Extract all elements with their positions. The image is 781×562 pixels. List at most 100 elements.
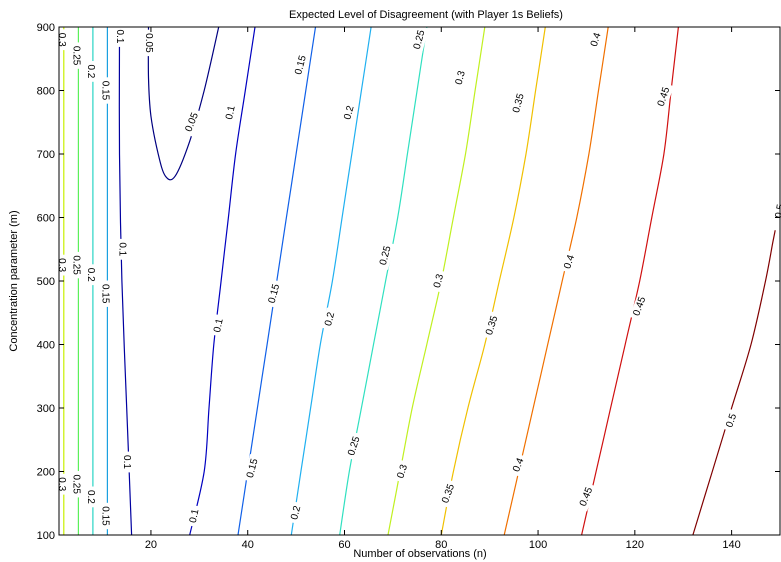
contour-label-text: 0.25 (378, 244, 394, 266)
contour-label-text: 0.5 (724, 412, 739, 429)
contour-label: 0.35 (482, 311, 502, 340)
contour-label: 0.25 (410, 25, 429, 55)
contour-label: 0.45 (654, 82, 674, 112)
contour-label-bg (222, 101, 239, 125)
contour-label-text: 0.3 (56, 33, 67, 47)
contour-label-text: 0.1 (121, 455, 132, 469)
chart-title: Expected Level of Disagreement (with Pla… (289, 9, 563, 21)
contour-label-bg (287, 501, 305, 525)
contour-label-bg (438, 479, 459, 509)
plot-area: 0.30.250.20.150.1 0.050.05 0.10.150.20.250… (55, 25, 781, 535)
contour-label-text: 0.3 (395, 463, 410, 480)
contour-label-text: 0.05 (143, 33, 154, 53)
contour-label-text: 0.15 (99, 284, 110, 304)
contour-label: 0.3 (393, 459, 412, 484)
contour-label: 0.15 (99, 502, 111, 530)
contour-label-bg (722, 408, 741, 433)
contour-label: 0.1 (113, 26, 126, 47)
contour-label: 0.3 (452, 66, 470, 90)
x-tick-label: 80 (435, 539, 447, 551)
contour-label-bg (142, 29, 155, 57)
contour-label-bg (344, 431, 364, 461)
contour-label: 0.2 (84, 264, 97, 286)
contour-label-bg (340, 101, 358, 125)
contour-line-0_2 (290, 27, 372, 535)
contour-label: 0.25 (376, 241, 395, 270)
contour-line-0_4 (503, 27, 609, 535)
contour-label-text: 0.35 (511, 92, 527, 114)
contour-label-text: 0.2 (85, 490, 96, 504)
contour-label-bg (654, 82, 674, 112)
contour-label-text: 0.1 (212, 317, 226, 333)
contour-label-text: 0.15 (245, 457, 261, 479)
contour-label-bg (291, 50, 311, 80)
x-tick-label: 40 (242, 539, 254, 551)
contour-label-bg (99, 77, 111, 104)
contour-label-bg (393, 459, 412, 484)
contour-label-bg (99, 502, 111, 530)
contour-label-text: 0.5 (774, 203, 781, 219)
contour-label: 0.3 (55, 29, 68, 51)
contour-label-bg (430, 269, 448, 293)
contour-label-bg (376, 241, 395, 270)
contour-label-text: 0.3 (56, 477, 67, 491)
contour-label-text: 0.15 (293, 54, 309, 76)
contour-label: 0.1 (210, 314, 227, 337)
contour-label-text: 0.4 (562, 253, 577, 270)
contour-label-text: 0.1 (114, 30, 125, 44)
contour-label: 0.4 (560, 250, 579, 274)
contour-label-bg (509, 88, 528, 118)
contour-label-bg (115, 238, 128, 260)
contour-label-bg (69, 42, 82, 69)
contour-label: 0.3 (55, 254, 68, 276)
contour-label-bg (69, 471, 82, 498)
contour-label: 0.25 (69, 471, 82, 498)
x-axis-label: Number of observations (n) (353, 548, 486, 560)
contour-label: 0.2 (287, 501, 305, 525)
contour-label: 0.25 (69, 251, 82, 279)
contour-label-text: 0.1 (224, 104, 238, 120)
contour-label: 0.1 (222, 101, 239, 125)
y-axis-label: Concentration parameter (m) (8, 210, 20, 351)
contour-label-bg (69, 251, 82, 279)
contour-label: 0.2 (321, 307, 339, 331)
y-tick-label: 600 (37, 213, 55, 225)
contour-label-text: 0.3 (432, 272, 446, 289)
contour-label-text: 0.3 (56, 258, 67, 272)
contour-label-text: 0.2 (342, 104, 356, 121)
contour-label: 0.15 (291, 50, 311, 80)
contour-label: 0.15 (265, 279, 284, 309)
contour-label-bg (452, 66, 470, 90)
x-tick-label: 20 (145, 539, 157, 551)
x-tick-label: 100 (529, 539, 547, 551)
contour-label-bg (181, 107, 203, 137)
contour-line-0_35 (440, 27, 546, 535)
contour-label: 0.35 (438, 479, 459, 509)
contour-label-text: 0.15 (99, 506, 110, 526)
contour-label: 0.15 (243, 453, 262, 483)
contour-label-bg (210, 314, 227, 337)
x-tick-label: 140 (722, 539, 740, 551)
contour-line-0_5 (692, 230, 776, 535)
contour-label-bg (560, 250, 579, 274)
contour-label: 0.05 (181, 107, 203, 137)
contour-label: 0.05 (142, 29, 155, 57)
x-tick-label: 60 (338, 539, 350, 551)
contour-label-bg (84, 61, 97, 82)
contour-label-bg (55, 473, 68, 495)
contour-label-bg (587, 27, 606, 52)
contour-label: 0.45 (629, 291, 650, 321)
contour-label-bg (120, 451, 133, 473)
contour-label-bg (575, 482, 597, 512)
y-tick-label: 200 (37, 467, 55, 479)
contour-line-0_1 (189, 27, 256, 535)
contour-label-text: 0.2 (85, 64, 96, 78)
x-tick-label: 120 (626, 539, 644, 551)
contour-label-bg (265, 279, 284, 309)
y-tick-label: 800 (37, 86, 55, 98)
contour-label: 0.4 (587, 27, 606, 52)
y-tick-label: 100 (37, 530, 55, 542)
contour-label: 0.3 (55, 473, 68, 495)
contour-label: 0.3 (430, 269, 448, 293)
